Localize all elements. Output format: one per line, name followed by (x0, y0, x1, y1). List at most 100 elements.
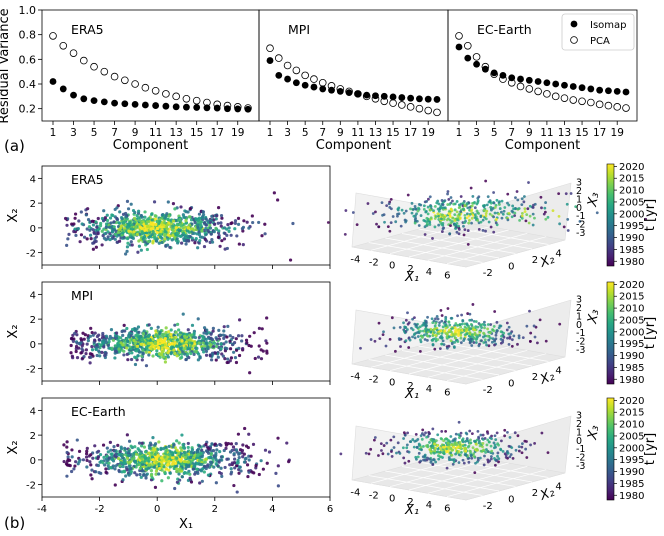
data-point-3d (527, 181, 530, 184)
data-point-3d (386, 452, 390, 456)
isomap-point (172, 103, 180, 111)
data-point-3d (515, 190, 519, 193)
data-point (198, 238, 202, 243)
data-point (185, 352, 190, 356)
data-point-3d (485, 448, 488, 451)
data-point (202, 221, 207, 225)
data-point (152, 465, 156, 469)
data-point (147, 235, 151, 239)
data-point-3d (481, 433, 485, 437)
isomap-point (613, 88, 621, 95)
data-point (263, 232, 267, 236)
data-point (101, 331, 105, 336)
data-point-3d (339, 452, 343, 456)
data-point-3d (479, 214, 483, 218)
data-point-3d (389, 197, 393, 201)
data-point (225, 335, 229, 339)
data-point-3d (463, 228, 467, 232)
data-point-3d (513, 431, 517, 435)
colorbar-tick-label: 1995 (619, 221, 644, 232)
data-point (154, 352, 159, 356)
data-point (173, 207, 177, 211)
data-point-3d (440, 199, 444, 202)
data-point (171, 459, 176, 464)
data-point (194, 237, 198, 241)
data-point (177, 467, 181, 471)
data-point (137, 330, 141, 334)
data-point-3d (540, 431, 544, 435)
data-point (125, 225, 129, 229)
data-point (136, 447, 140, 451)
data-point (214, 217, 218, 221)
data-point-3d (387, 202, 391, 206)
data-point-3d (490, 449, 494, 453)
data-point (165, 346, 170, 350)
data-point-3d (470, 204, 474, 208)
data-point (210, 238, 214, 242)
data-point (235, 234, 239, 238)
data-point (126, 339, 130, 343)
data-point (121, 231, 125, 235)
y3d-tick-label: 2 (532, 255, 538, 266)
data-point (73, 464, 77, 468)
data-point (228, 347, 233, 351)
data-point (157, 462, 161, 466)
data-point (94, 470, 98, 474)
data-point (160, 468, 164, 472)
data-point (135, 344, 139, 349)
x3d-tick-label: -4 (350, 371, 360, 382)
data-point (153, 485, 158, 489)
data-point (89, 237, 93, 241)
data-point (227, 229, 231, 233)
data-point (132, 233, 136, 237)
data-point-3d (437, 332, 441, 335)
data-point (183, 352, 187, 356)
data-point (102, 345, 106, 349)
data-point (126, 453, 131, 458)
data-point-3d (457, 420, 461, 424)
data-point-3d (452, 458, 456, 461)
data-point (112, 449, 117, 453)
data-point (164, 458, 169, 462)
data-point-3d (473, 332, 477, 335)
data-point (151, 230, 155, 234)
data-point-3d (481, 442, 485, 445)
grid-line (435, 224, 549, 245)
data-point (250, 214, 254, 218)
data-point (201, 347, 205, 351)
data-point (92, 230, 96, 235)
data-point (81, 458, 86, 462)
data-point (180, 448, 184, 453)
ytick-label: 2 (30, 315, 36, 326)
data-point-3d (385, 441, 389, 445)
colorbar-tick-label: 1995 (619, 455, 644, 466)
data-point (263, 222, 267, 226)
data-point (149, 469, 154, 473)
data-point-3d (417, 206, 420, 210)
data-point (225, 360, 229, 365)
data-point (216, 464, 220, 468)
data-point (132, 230, 136, 234)
data-point (195, 467, 199, 471)
data-point (247, 454, 251, 458)
data-point-3d (486, 195, 490, 199)
data-point (157, 241, 161, 245)
data-point (150, 222, 155, 227)
data-point (73, 331, 77, 336)
data-point-3d (413, 336, 417, 340)
data-point (191, 467, 196, 471)
data-point (132, 451, 136, 455)
data-point (186, 441, 190, 446)
data-point (113, 207, 117, 212)
pca-point (192, 96, 201, 105)
data-point (180, 241, 184, 245)
data-point (241, 347, 245, 351)
data-point-3d (389, 221, 393, 225)
data-point-3d (475, 334, 478, 338)
data-point (216, 221, 220, 225)
data-point-3d (432, 458, 436, 462)
data-point (113, 356, 117, 360)
data-point-3d (476, 456, 480, 460)
data-point-3d (544, 339, 548, 343)
data-point-3d (494, 331, 498, 335)
